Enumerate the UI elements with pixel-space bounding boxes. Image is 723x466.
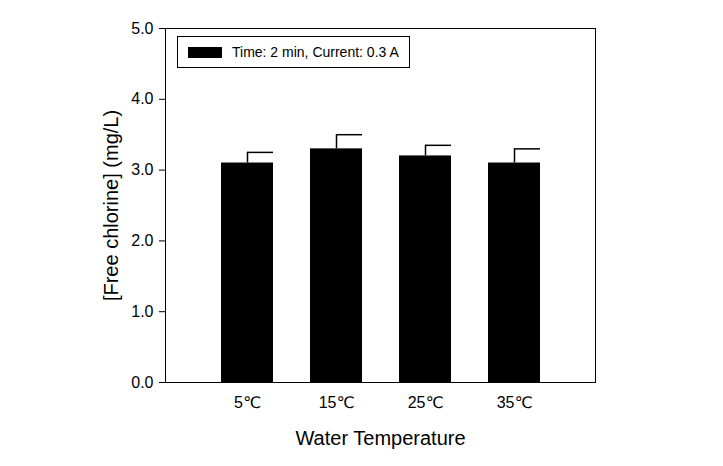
svg-text:4.0: 4.0: [131, 90, 153, 107]
svg-text:Water Temperature: Water Temperature: [295, 427, 465, 449]
svg-text:35℃: 35℃: [497, 394, 533, 411]
svg-text:1.0: 1.0: [131, 303, 153, 320]
html-text:Time: 2 min, Current: 0.3 A: Time: 2 min, Current: 0.3 A: [232, 44, 399, 60]
svg-text:15℃: 15℃: [319, 394, 355, 411]
svg-text:5.0: 5.0: [131, 20, 153, 37]
svg-text:2.0: 2.0: [131, 232, 153, 249]
svg-text:0.0: 0.0: [131, 374, 153, 391]
svg-text:[Free chlorine] (mg/L): [Free chlorine] (mg/L): [100, 110, 122, 301]
svg-text:25℃: 25℃: [408, 394, 444, 411]
svg-text:3.0: 3.0: [131, 161, 153, 178]
svg-text:5℃: 5℃: [234, 394, 261, 411]
